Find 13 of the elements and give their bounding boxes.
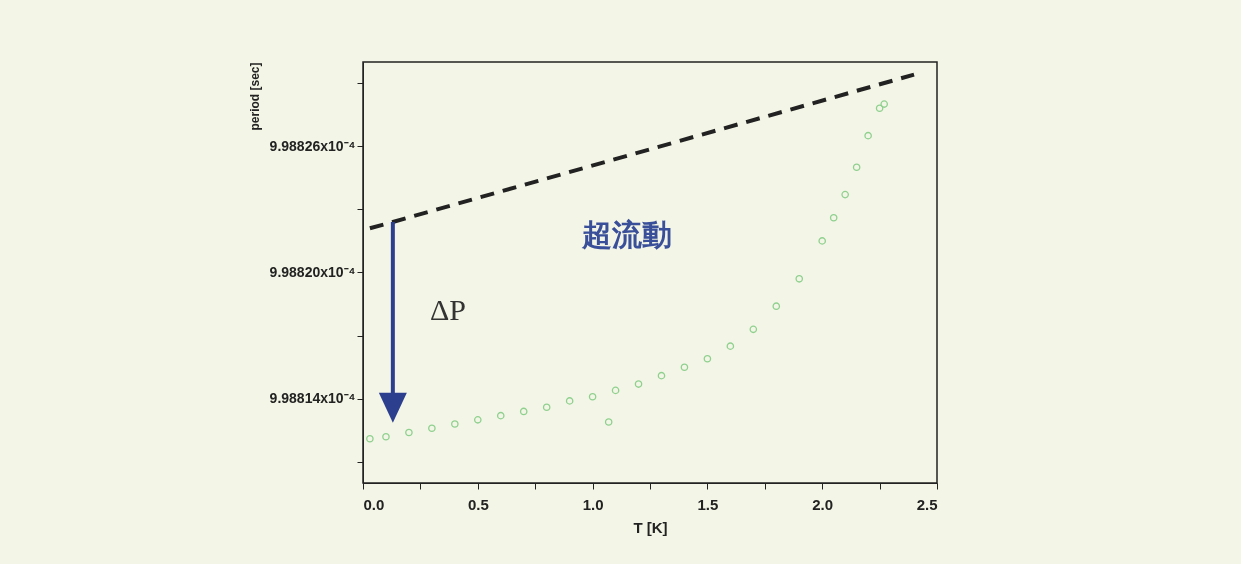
x-tick-label: 1.5 [697,495,719,513]
annotation: ΔP [430,293,466,326]
x-tick-label: 0.5 [467,495,489,513]
annotation: 超流動 [581,217,672,252]
y-axis-title: period [sec] [247,62,262,131]
y-tick-label: 9.98814x10⁻⁴ [269,390,356,407]
x-tick-label: 2.5 [916,495,938,513]
y-tick-label: 9.98826x10⁻⁴ [269,137,356,154]
x-tick-label: 1.0 [582,495,604,513]
x-tick-label: 2.0 [812,495,834,513]
y-tick-label: 9.98820x10⁻⁴ [269,264,356,280]
x-axis-title: T [K] [633,518,668,536]
x-tick-label: 0.0 [363,495,385,513]
